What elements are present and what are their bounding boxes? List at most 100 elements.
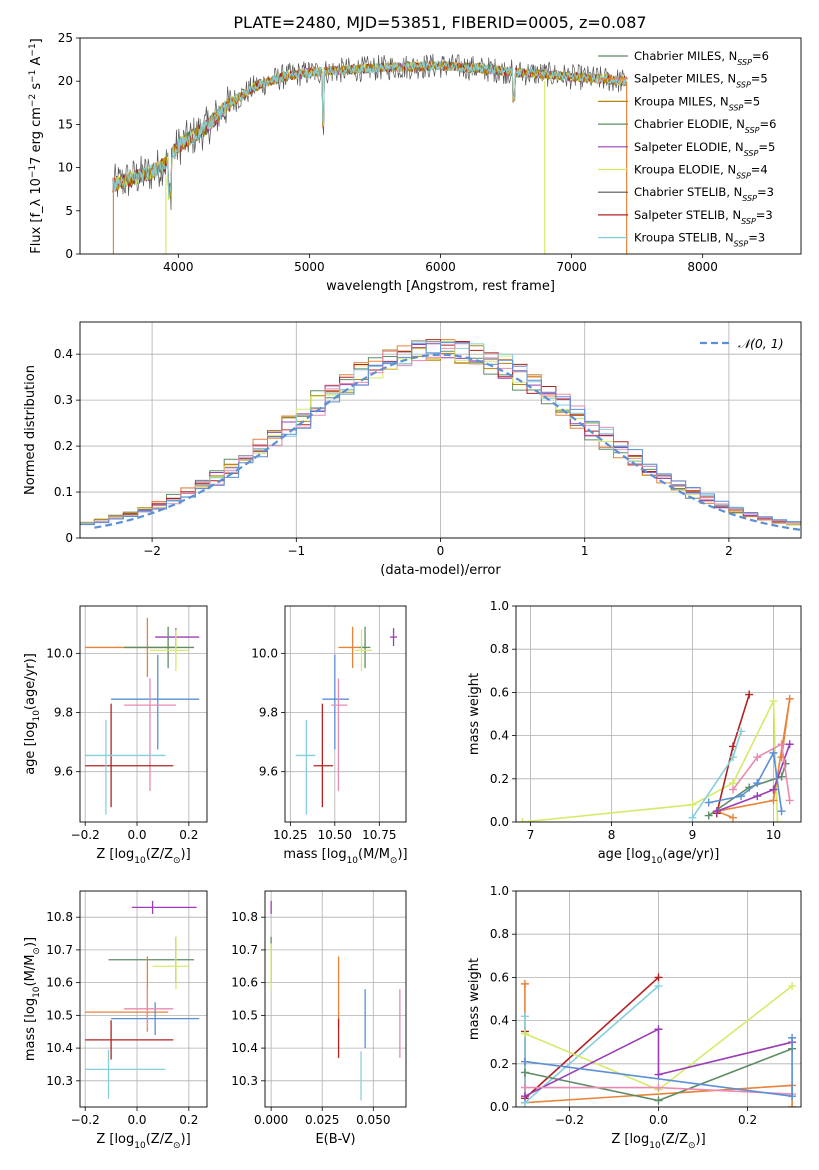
weight-marker: [688, 800, 697, 809]
weight-marker: [520, 1083, 529, 1092]
weight-marker: [654, 1083, 663, 1092]
x-tick-label: 0.0: [127, 1113, 146, 1127]
y-axis-label: mass weight: [467, 958, 482, 1040]
plot-area: [80, 322, 801, 538]
y-tick-label: 10.4: [46, 1041, 73, 1055]
y-axis-label: Flux [f_λ 10−17 erg cm−2 s−1 A−1]: [28, 38, 44, 254]
y-tick-label: 0: [65, 247, 73, 261]
spectrum-line: [112, 61, 627, 198]
normal-curve: [94, 353, 801, 531]
weight-marker: [788, 1103, 797, 1107]
legend-label: Kroupa ELODIE, NSSP=4: [634, 163, 768, 181]
weight-marker: [520, 1012, 529, 1021]
x-tick-label: 0.0: [127, 828, 146, 842]
legend-label: Chabrier STELIB, NSSP=3: [634, 185, 774, 203]
weight-marker: [520, 979, 529, 988]
weight-marker: [520, 1092, 529, 1101]
axes-frame: [264, 890, 407, 1108]
y-tick-label: 15: [58, 117, 73, 131]
x-axis-label: age [log10(age/yr)]: [598, 847, 720, 866]
y-tick-label: 0.6: [490, 685, 509, 699]
weight-marker: [788, 982, 797, 991]
y-tick-label: 0.8: [490, 927, 509, 941]
legend-label: Chabrier MILES, NSSP=6: [634, 49, 769, 67]
x-tick-label: 8: [608, 828, 616, 842]
plot-area: [80, 891, 207, 1107]
weight-marker: [753, 753, 762, 762]
y-axis-label: Normed distribution: [23, 365, 38, 495]
weight-marker: [520, 1068, 529, 1077]
x-tick-label: 4000: [163, 260, 194, 274]
legend-label: Salpeter STELIB, NSSP=3: [634, 208, 773, 226]
y-tick-label: 10.0: [46, 646, 73, 660]
plot-area: [80, 606, 207, 822]
legend-label: Salpeter ELODIE, NSSP=5: [634, 140, 775, 158]
y-tick-label: 9.8: [54, 706, 73, 720]
y-tick-label: 10.5: [46, 1008, 73, 1022]
spectrum-line: [112, 59, 627, 195]
weight-marker: [654, 1096, 663, 1105]
axes-frame: [79, 605, 208, 823]
y-tick-label: 10.8: [231, 910, 258, 924]
x-tick-label: 10.25: [273, 828, 307, 842]
y-tick-label: 0.3: [54, 393, 73, 407]
weight-marker: [745, 690, 754, 699]
plot-area: [285, 606, 406, 822]
x-axis-label: wavelength [Angstrom, rest frame]: [326, 279, 555, 294]
figure-title: PLATE=2480, MJD=53851, FIBERID=0005, z=0…: [233, 13, 646, 32]
x-tick-label: −0.2: [71, 1113, 100, 1127]
axes-frame: [79, 37, 802, 255]
x-axis-label: Z [log10(Z/Z⊙)]: [96, 847, 190, 866]
weight-marker: [773, 818, 782, 822]
y-axis-label: mass weight: [467, 673, 482, 755]
y-tick-label: 20: [58, 74, 73, 88]
weight-line: [522, 700, 779, 822]
legend-label: Kroupa MILES, NSSP=5: [634, 94, 760, 112]
weight-marker: [769, 697, 778, 706]
y-tick-label: 10.3: [46, 1074, 73, 1088]
y-tick-label: 10: [58, 161, 73, 175]
panel-spectrum: 4000 5000 6000 7000 8000 0 5 10 15 20 25 wavelength…: [28, 31, 802, 294]
weight-marker: [728, 785, 737, 794]
weight-marker: [785, 796, 794, 805]
plot-area: [112, 53, 628, 254]
legend-label: Chabrier ELODIE, NSSP=6: [634, 117, 776, 135]
x-tick-label: 6000: [425, 260, 456, 274]
x-tick-label: 10.75: [362, 828, 396, 842]
plot-area: [516, 606, 801, 822]
weight-marker: [520, 1057, 529, 1066]
weight-marker: [785, 740, 794, 749]
panel-age_vs_mass: 10.25 10.50 10.75 9.6 9.8 10.0 mass [log10(M/M…: [251, 605, 408, 866]
legend-label: Kroupa STELIB, NSSP=3: [634, 231, 765, 249]
x-tick-label: −2: [143, 544, 161, 558]
x-tick-label: 9: [689, 828, 697, 842]
x-tick-label: −0.2: [71, 828, 100, 842]
axes-frame: [284, 605, 407, 823]
x-tick-label: −1: [287, 544, 305, 558]
panel-age_vs_Z: −0.2 0.0 0.2 9.6 9.8 10.0 Z [log10(Z/Z⊙)] age […: [23, 605, 208, 866]
panel-mass_vs_Z: −0.2 0.0 0.2 10.3 10.4 10.5 10.6 10.7 10.8 Z [log…: [23, 890, 208, 1151]
weight-line: [524, 985, 660, 1105]
y-tick-label: 0.1: [54, 485, 73, 499]
y-tick-label: 0.4: [490, 1014, 509, 1028]
plot-area: [265, 891, 406, 1107]
weight-line: [716, 743, 791, 812]
weight-marker: [737, 727, 746, 736]
x-tick-label: 0.2: [738, 1113, 757, 1127]
axes-frame: [79, 321, 802, 539]
y-tick-label: 0.4: [54, 347, 73, 361]
weight-marker: [788, 1033, 797, 1042]
y-tick-label: 0.2: [490, 1057, 509, 1071]
weight-marker: [654, 1070, 663, 1079]
x-tick-label: 2: [725, 544, 733, 558]
weight-line: [713, 698, 791, 819]
spectrum-line: [112, 60, 627, 193]
axes-frame: [515, 605, 802, 823]
weight-marker: [518, 818, 527, 822]
weight-marker: [728, 753, 737, 762]
y-axis-label: age [log10(age/yr)]: [23, 653, 42, 775]
x-tick-label: −0.2: [555, 1113, 584, 1127]
y-tick-label: 0.2: [54, 439, 73, 453]
x-tick-label: 0.0: [649, 1113, 668, 1127]
